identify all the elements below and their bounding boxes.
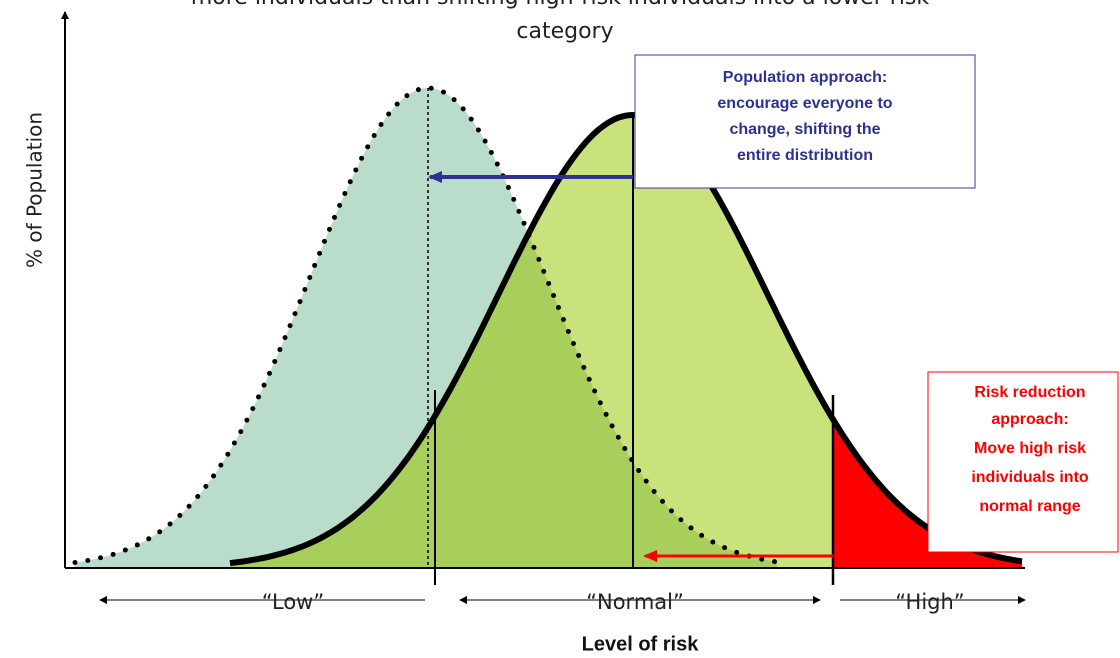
region-label: “Normal” xyxy=(586,590,684,614)
current-curve xyxy=(229,111,1023,567)
risk-text: Risk reduction xyxy=(974,384,1085,401)
low-area xyxy=(230,417,434,568)
population-text: entire distribution xyxy=(737,147,873,164)
title-line: more individuals than shifting high-risk… xyxy=(191,0,930,10)
population-box xyxy=(634,54,976,189)
risk-text: Move high risk xyxy=(974,440,1086,457)
high-risk-area xyxy=(833,419,1022,568)
population-text: encourage everyone to xyxy=(717,95,892,112)
title-line: category xyxy=(516,19,613,44)
risk-text: normal range xyxy=(979,498,1080,515)
y-axis-label: % of Population xyxy=(23,112,47,268)
risk-text: individuals into xyxy=(971,469,1089,486)
region-label: “Low” xyxy=(262,590,324,614)
region-label: “High” xyxy=(895,590,964,614)
x-axis-label: Level of risk xyxy=(582,633,700,655)
risk-box xyxy=(927,371,1119,553)
population-text: Population approach: xyxy=(723,69,887,86)
population-text: change, shifting the xyxy=(729,121,880,138)
risk-text: approach: xyxy=(991,411,1068,428)
